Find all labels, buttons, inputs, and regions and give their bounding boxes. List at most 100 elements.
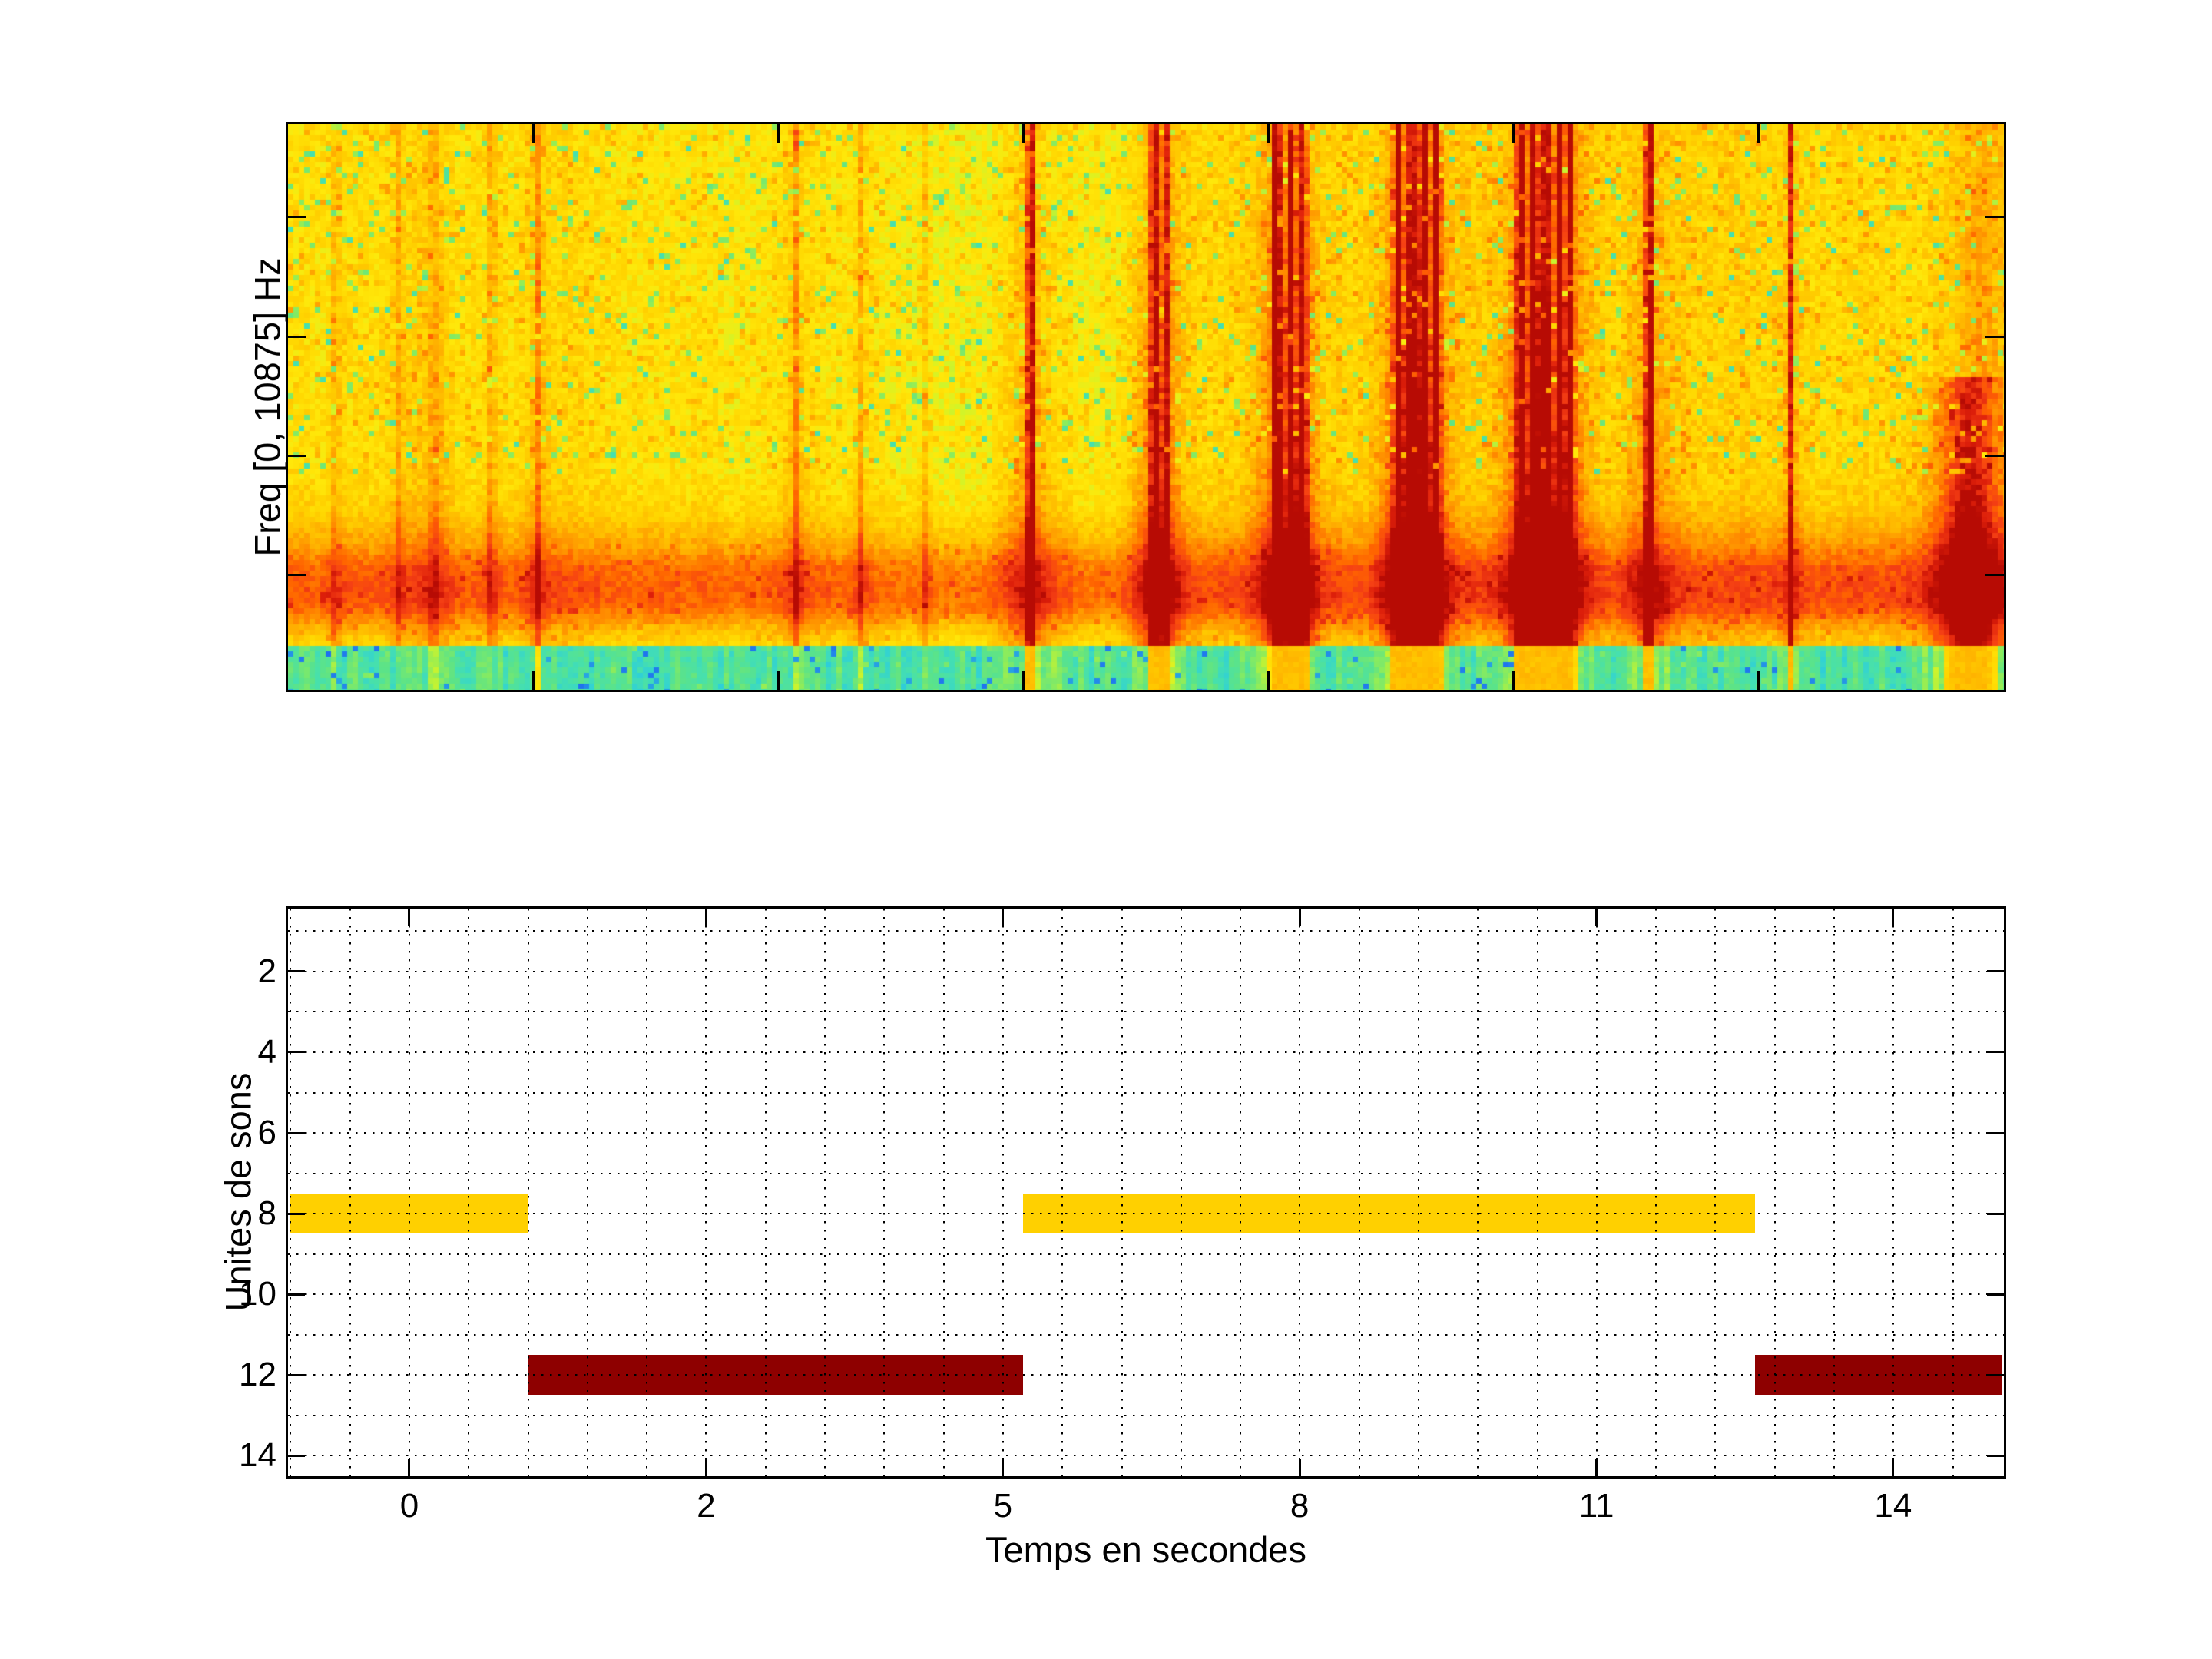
spectrogram-x-tick: [1022, 671, 1025, 690]
timeline-y-tick: [288, 1373, 305, 1376]
timeline-x-tick-label: 2: [697, 1487, 716, 1525]
timeline-hgrid: [288, 930, 2004, 932]
timeline-vgrid: [764, 909, 767, 1476]
timeline-vgrid: [1417, 909, 1419, 1476]
timeline-vgrid: [1892, 909, 1895, 1476]
timeline-vgrid: [586, 909, 588, 1476]
timeline-y-tick: [1987, 1131, 2004, 1134]
timeline-hgrid: [288, 1091, 2004, 1094]
timeline-y-tick: [1987, 1293, 2004, 1296]
timeline-hgrid: [288, 1213, 2004, 1215]
timeline-vgrid: [1833, 909, 1836, 1476]
timeline-vgrid: [1180, 909, 1182, 1476]
timeline-vgrid: [408, 909, 410, 1476]
timeline-x-tick-label: 8: [1290, 1487, 1310, 1525]
timeline-x-tick: [1298, 1459, 1301, 1476]
timeline-x-tick-label: 5: [993, 1487, 1013, 1525]
spectrogram-y-tick: [288, 335, 306, 338]
timeline-y-tick-label: 8: [257, 1194, 276, 1233]
spectrogram-y-tick: [1985, 454, 2004, 457]
timeline-y-tick-label: 12: [239, 1356, 276, 1394]
spectrogram-x-tick: [1267, 671, 1270, 690]
timeline-x-tick: [1892, 1459, 1895, 1476]
timeline-y-tick: [288, 1212, 305, 1215]
timeline-x-tick: [1892, 909, 1895, 926]
timeline-hgrid: [288, 1051, 2004, 1053]
timeline-vgrid: [1655, 909, 1657, 1476]
timeline-y-tick: [1987, 1373, 2004, 1376]
spectrogram-y-tick: [288, 454, 306, 457]
timeline-y-tick-label: 10: [239, 1275, 276, 1313]
timeline-vgrid: [1240, 909, 1242, 1476]
timeline-hgrid: [288, 1455, 2004, 1457]
timeline-x-tick: [1002, 1459, 1005, 1476]
spectrogram-x-tick: [1267, 124, 1270, 143]
timeline-y-tick-label: 6: [257, 1114, 276, 1152]
timeline-vgrid: [824, 909, 826, 1476]
spectrogram-x-tick: [531, 124, 535, 143]
timeline-y-tick: [288, 1293, 305, 1296]
timeline-hgrid: [288, 1414, 2004, 1416]
timeline-vgrid: [468, 909, 470, 1476]
timeline-hgrid: [288, 1172, 2004, 1174]
spectrogram-canvas: [288, 124, 2004, 690]
timeline-y-tick: [1987, 970, 2004, 973]
timeline-y-tick-label: 14: [239, 1436, 276, 1475]
timeline-hgrid: [288, 1011, 2004, 1013]
timeline-xlabel: Temps en secondes: [985, 1529, 1307, 1570]
timeline-x-tick: [1595, 909, 1598, 926]
timeline-y-tick: [288, 1454, 305, 1457]
timeline-hgrid: [288, 1374, 2004, 1376]
timeline-vgrid: [1536, 909, 1538, 1476]
timeline-y-tick-label: 4: [257, 1032, 276, 1071]
spectrogram-plot: [286, 122, 2006, 692]
spectrogram-ylabel: Freq [0, 10875] Hz: [247, 257, 288, 557]
timeline-vgrid: [1061, 909, 1064, 1476]
timeline-hgrid: [288, 1333, 2004, 1336]
timeline-vgrid: [1952, 909, 1954, 1476]
spectrogram-x-tick: [777, 671, 780, 690]
timeline-vgrid: [883, 909, 886, 1476]
timeline-vgrid: [290, 909, 292, 1476]
timeline-y-tick: [1987, 1212, 2004, 1215]
spectrogram-y-tick: [288, 216, 306, 219]
timeline-vgrid: [1714, 909, 1717, 1476]
timeline-y-tick: [288, 970, 305, 973]
timeline-vgrid: [1121, 909, 1123, 1476]
timeline-vgrid: [1002, 909, 1004, 1476]
spectrogram-y-tick: [288, 573, 306, 576]
timeline-x-tick: [408, 1459, 411, 1476]
timeline-y-tick: [1987, 1051, 2004, 1054]
timeline-hgrid: [288, 1253, 2004, 1255]
timeline-y-tick: [288, 1131, 305, 1134]
timeline-x-tick-label: 0: [399, 1487, 419, 1525]
timeline-x-tick-label: 11: [1578, 1487, 1614, 1525]
timeline-hgrid: [288, 1132, 2004, 1134]
timeline-x-tick-label: 14: [1874, 1487, 1912, 1525]
spectrogram-x-tick: [531, 671, 535, 690]
spectrogram-x-tick: [1757, 671, 1760, 690]
timeline-x-tick: [704, 909, 707, 926]
timeline-vgrid: [349, 909, 351, 1476]
spectrogram-y-tick: [1985, 335, 2004, 338]
timeline-hgrid: [288, 1293, 2004, 1296]
timeline-x-tick: [1595, 1459, 1598, 1476]
timeline-x-tick: [408, 909, 411, 926]
timeline-vgrid: [1358, 909, 1360, 1476]
spectrogram-x-tick: [1757, 124, 1760, 143]
timeline-vgrid: [1299, 909, 1301, 1476]
timeline-x-tick: [704, 1459, 707, 1476]
spectrogram-x-tick: [1512, 671, 1515, 690]
timeline-vgrid: [527, 909, 529, 1476]
timeline-plot: [286, 906, 2006, 1479]
timeline-vgrid: [1477, 909, 1479, 1476]
spectrogram-x-tick: [1512, 124, 1515, 143]
timeline-vgrid: [1595, 909, 1598, 1476]
timeline-y-tick: [288, 1051, 305, 1054]
timeline-vgrid: [705, 909, 707, 1476]
timeline-y-tick: [1987, 1454, 2004, 1457]
timeline-vgrid: [646, 909, 648, 1476]
timeline-x-tick: [1298, 909, 1301, 926]
timeline-hgrid: [288, 970, 2004, 972]
